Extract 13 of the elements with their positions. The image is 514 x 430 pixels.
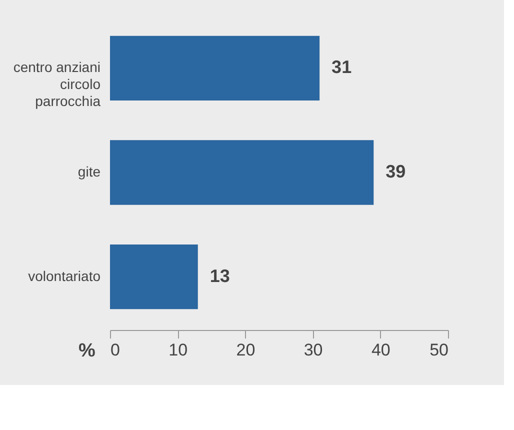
y-tick-label: centro anziani circolo parrocchia	[13, 59, 101, 110]
data-label: 39	[386, 162, 406, 182]
x-tick-label: 20	[236, 340, 256, 360]
data-label: 13	[210, 266, 230, 286]
x-tick-label: 30	[304, 340, 323, 360]
y-tick-label: gite	[78, 164, 101, 180]
data-label: 31	[332, 57, 352, 78]
x-tick-label: 50	[430, 340, 448, 360]
x-axis-title: %	[78, 340, 96, 362]
x-tick-label: 10	[168, 340, 188, 360]
x-tick-label: 0	[110, 340, 120, 360]
x-tick-label: 40	[371, 340, 390, 360]
y-tick-label: volontariato	[28, 268, 101, 284]
